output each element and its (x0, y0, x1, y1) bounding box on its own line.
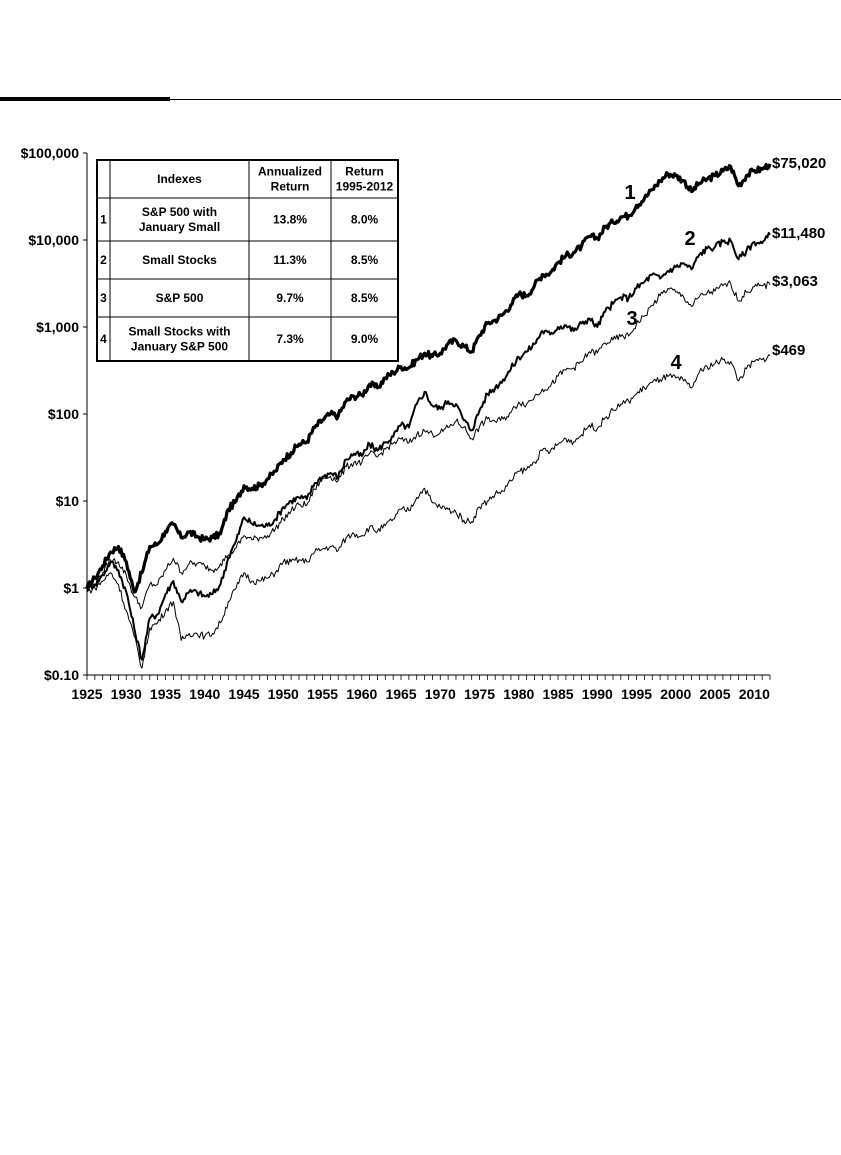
table-row-annualized: 9.7% (276, 291, 304, 305)
chart-axes (83, 152, 771, 680)
y-tick-label: $1 (63, 580, 79, 596)
x-tick-label: 1985 (542, 686, 573, 702)
x-tick-label: 1960 (346, 686, 377, 702)
table-row-name: S&P 500 with (142, 205, 217, 219)
series-line-2 (86, 231, 771, 661)
series-end-label-3: $3,063 (772, 273, 818, 290)
series-line-1 (85, 162, 772, 594)
series-end-label-4: $469 (772, 342, 805, 359)
table-row-return: 9.0% (351, 332, 379, 346)
legend-table: IndexesAnnualizedReturnReturn1995-20121S… (96, 159, 399, 362)
series-line-3 (86, 280, 771, 610)
table-row-annualized: 7.3% (276, 332, 304, 346)
x-tick-label: 1975 (464, 686, 495, 702)
table-row-name: Small Stocks with (128, 325, 230, 339)
table-row-name: January S&P 500 (131, 340, 228, 354)
table-header-annualized: Return (271, 180, 310, 194)
x-tick-label: 2000 (660, 686, 691, 702)
table-row-annualized: 13.8% (273, 213, 307, 227)
table-row-name: January Small (139, 220, 220, 234)
x-tick-label: 2010 (739, 686, 770, 702)
x-tick-label: 1930 (111, 686, 142, 702)
series-number-1: 1 (624, 182, 635, 204)
y-tick-label: $1,000 (36, 319, 79, 335)
series-lines (85, 162, 772, 669)
x-tick-label: 1925 (71, 686, 102, 702)
x-tick-label: 1935 (150, 686, 181, 702)
series-end-labels: $75,020 $11,480 $3,063 $469 (772, 155, 826, 359)
table-header-annualized: Annualized (258, 165, 322, 179)
table-row-number: 3 (100, 291, 107, 305)
table-row-name: S&P 500 (156, 291, 204, 305)
table-row-return: 8.5% (351, 291, 379, 305)
x-tick-label: 1980 (503, 686, 534, 702)
x-tick-label: 2005 (699, 686, 730, 702)
x-tick-label: 1945 (228, 686, 259, 702)
y-tick-label: $100 (48, 406, 79, 422)
series-end-label-1: $75,020 (772, 155, 826, 172)
table-row-annualized: 11.3% (273, 253, 307, 267)
y-tick-label: $0.10 (44, 667, 79, 683)
table-row-return: 8.0% (351, 213, 379, 227)
x-tick-label: 1950 (268, 686, 299, 702)
table-row-number: 1 (100, 213, 107, 227)
table-row-name: Small Stocks (142, 253, 217, 267)
x-tick-label: 1940 (189, 686, 220, 702)
series-end-label-2: $11,480 (772, 225, 825, 242)
series-number-2: 2 (684, 228, 695, 250)
x-tick-label: 1995 (621, 686, 652, 702)
y-tick-label: $100,000 (21, 145, 80, 161)
y-tick-label: $10,000 (28, 232, 79, 248)
series-line-4 (86, 354, 771, 669)
legend-table-border (96, 159, 399, 362)
x-tick-label: 1970 (425, 686, 456, 702)
table-header-return: Return (345, 165, 384, 179)
x-tick-label: 1955 (307, 686, 338, 702)
series-numbers: 1 2 3 4 (624, 182, 695, 374)
series-number-3: 3 (626, 308, 637, 330)
y-axis-labels: $100,000 $10,000 $1,000 $100 $10 $1 $0.10 (21, 145, 80, 683)
series-number-4: 4 (670, 352, 682, 374)
table-row-number: 2 (100, 253, 107, 267)
table-row-number: 4 (100, 332, 107, 346)
x-axis-labels: 1925 1930 1935 1940 1945 1950 1955 1960 1965 1970… (71, 686, 770, 702)
y-tick-label: $10 (56, 493, 80, 509)
header-rule (0, 99, 841, 100)
x-tick-label: 1990 (582, 686, 613, 702)
x-tick-label: 1965 (385, 686, 416, 702)
table-row-return: 8.5% (351, 253, 379, 267)
table-header-indexes: Indexes (157, 172, 202, 186)
table-header-return: 1995-2012 (336, 180, 394, 194)
